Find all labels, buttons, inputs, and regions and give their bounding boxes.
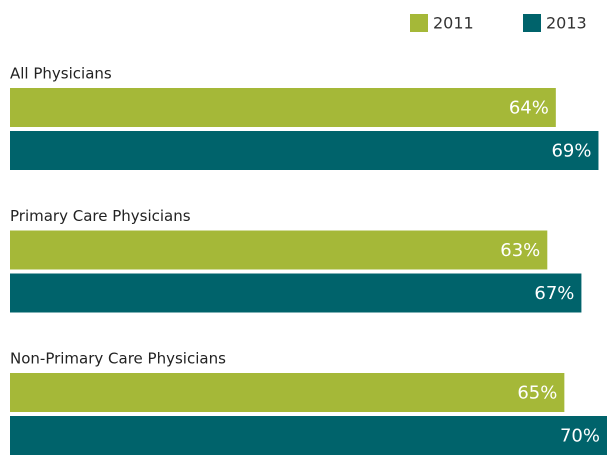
bar [10,373,565,412]
category-label: Primary Care Physicians [10,207,191,225]
legend-swatch [523,14,541,32]
value-label: 65% [517,383,557,404]
category-label: Non-Primary Care Physicians [10,350,226,368]
legend-label: 2011 [433,14,474,33]
value-label: 70% [560,426,600,447]
value-label: 63% [500,240,540,261]
bar [10,273,582,313]
category-label: All Physicians [10,65,112,83]
value-label: 64% [509,98,549,119]
legend-swatch [410,14,428,32]
bar [10,88,556,127]
value-label: 69% [551,141,591,162]
legend-label: 2013 [546,14,587,33]
bar [10,230,548,270]
value-label: 67% [534,283,574,304]
bar [10,131,599,170]
bar [10,416,607,455]
